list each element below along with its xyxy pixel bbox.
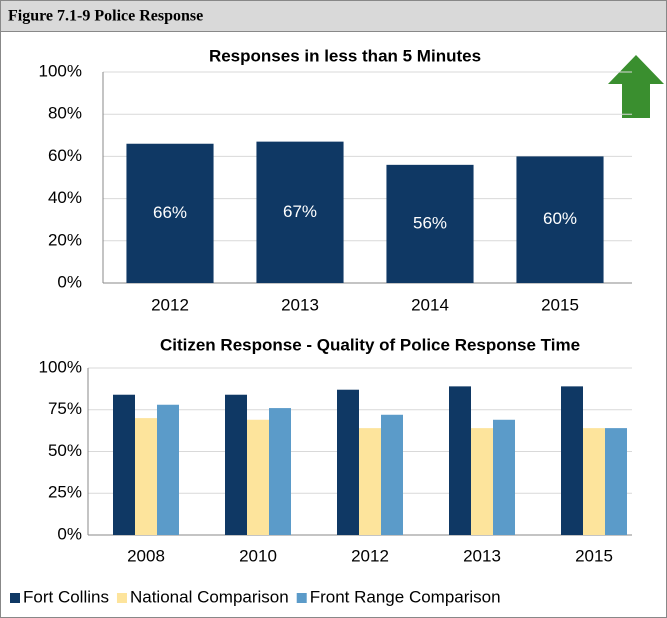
legend-swatch (296, 593, 307, 603)
y-tick-label: 100% (39, 61, 82, 80)
y-tick-label: 0% (57, 272, 82, 291)
bar (269, 408, 291, 535)
x-tick-label: 2010 (239, 546, 277, 565)
y-tick-label: 0% (57, 524, 82, 543)
bar (561, 386, 583, 535)
legend-swatch (116, 593, 127, 603)
bar (135, 418, 157, 535)
y-tick-label: 25% (48, 483, 82, 502)
bar (126, 143, 214, 283)
x-tick-label: 2012 (151, 295, 189, 314)
y-tick-label: 80% (48, 104, 82, 123)
bar (247, 419, 269, 535)
bar (225, 394, 247, 535)
bar (449, 386, 471, 535)
bar (583, 428, 605, 535)
x-tick-label: 2013 (463, 546, 501, 565)
bar (113, 394, 135, 535)
x-tick-label: 2013 (281, 295, 319, 314)
bar (381, 414, 403, 535)
x-tick-label: 2015 (575, 546, 613, 565)
value-label: 56% (413, 213, 447, 232)
value-label: 67% (283, 202, 317, 221)
bar (516, 156, 604, 283)
y-tick-label: 20% (48, 230, 82, 249)
chart-title: Responses in less than 5 Minutes (209, 46, 481, 65)
y-tick-label: 50% (48, 441, 82, 460)
bar (605, 428, 627, 535)
value-label: 66% (153, 203, 187, 222)
x-tick-label: 2015 (541, 295, 579, 314)
up-arrow (608, 55, 664, 118)
legend-label: Front Range Comparison (310, 587, 501, 606)
bar (256, 141, 344, 283)
legend-swatch (10, 593, 20, 603)
y-tick-label: 40% (48, 188, 82, 207)
y-tick-label: 75% (48, 399, 82, 418)
bar (359, 428, 381, 535)
bar (386, 164, 474, 283)
y-tick-label: 60% (48, 146, 82, 165)
header-bar (0, 0, 667, 32)
chart-title: Citizen Response - Quality of Police Res… (160, 335, 580, 354)
value-label: 60% (543, 209, 577, 228)
bar (471, 428, 493, 535)
header-title: Figure 7.1-9 Police Response (8, 8, 203, 25)
y-tick-label: 100% (39, 357, 82, 376)
legend-label: National Comparison (130, 587, 289, 606)
bar (157, 404, 179, 535)
x-tick-label: 2008 (127, 546, 165, 565)
x-tick-label: 2012 (351, 546, 389, 565)
legend-label: Fort Collins (23, 587, 109, 606)
bar (493, 419, 515, 535)
bar (337, 389, 359, 535)
x-tick-label: 2014 (411, 295, 449, 314)
